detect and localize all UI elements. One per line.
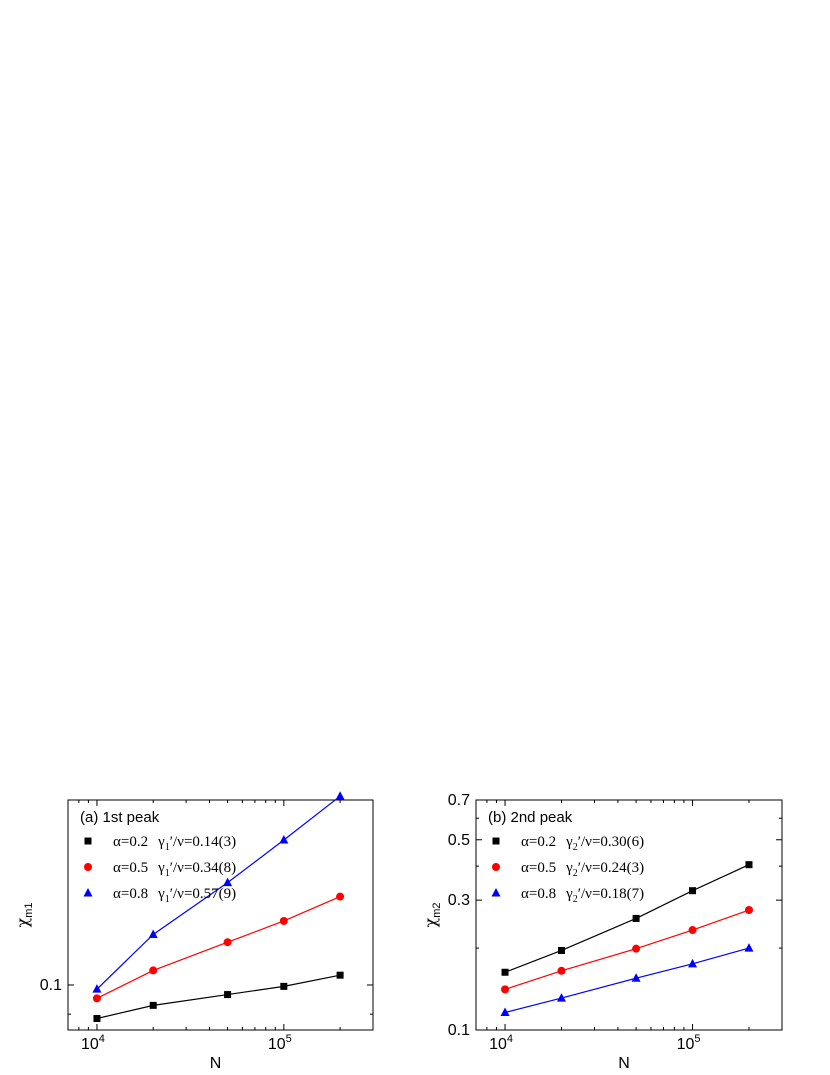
series-0 [93,971,344,1023]
legend-label: α=0.5 γ2′/ν=0.24(3) [521,860,644,879]
legend-marker [491,888,501,897]
data-point [557,946,565,954]
data-point [500,1007,510,1016]
legend-label: α=0.5 γ1′/ν=0.34(8) [113,860,236,879]
x-tick-label: 104 [489,1033,513,1053]
legend-entry: α=0.2 γ2′/ν=0.30(6) [492,834,644,853]
data-point [223,877,233,887]
x-axis-label: N [210,1055,222,1072]
series-0 [501,861,753,976]
y-axis-label: χm1 [13,903,35,928]
data-point [557,966,566,975]
panel-title: (a) 1st peak [80,809,160,826]
data-point [501,968,509,976]
panel-title: (b) 2nd peak [488,809,573,826]
legend-entry: α=0.5 γ1′/ν=0.34(8) [84,860,236,879]
data-point [631,973,641,982]
y-tick-label: 0.3 [448,892,470,909]
series-1 [501,906,753,994]
data-point [280,982,288,990]
legend-label: α=0.8 γ2′/ν=0.18(7) [521,886,644,905]
series-2 [500,943,754,1016]
legend-entry: α=0.8 γ1′/ν=0.57(9) [83,886,236,905]
data-point [689,887,697,895]
legend-marker [492,863,500,871]
data-point [92,984,102,993]
series-1 [92,892,345,1003]
y-tick-label: 0.7 [448,792,470,809]
data-point [223,938,232,947]
data-point [632,944,641,953]
series-2 [92,791,345,993]
data-point [335,791,345,800]
data-point [744,906,753,915]
plot-frame [67,799,374,1031]
series-line [504,864,750,973]
data-point [744,943,754,952]
legend-label: α=0.2 γ1′/ν=0.14(3) [113,834,236,853]
data-point [149,966,158,975]
y-tick-label: 0.1 [448,1022,470,1039]
data-point [632,914,640,922]
legend-label: α=0.8 γ1′/ν=0.57(9) [113,886,236,905]
series-line [96,974,341,1020]
data-point [148,929,158,938]
data-point [279,916,288,925]
legend-entry: α=0.8 γ2′/ν=0.18(7) [491,886,644,905]
data-point [745,861,753,869]
legend-marker [492,837,500,845]
data-point [92,994,101,1003]
data-point [224,991,232,999]
legend-entry: α=0.5 γ2′/ν=0.24(3) [492,860,644,879]
y-tick-label: 0.5 [448,832,470,849]
data-point [279,834,289,844]
x-tick-label: 104 [81,1033,105,1053]
data-point [688,926,697,935]
y-tick-label: 0.1 [40,977,62,994]
data-point [149,1001,157,1009]
legend-marker [83,888,93,897]
legend-marker [84,863,92,871]
legend-label: α=0.2 γ2′/ν=0.30(6) [521,834,644,853]
legend-entry: α=0.2 γ1′/ν=0.14(3) [84,834,236,853]
data-point [688,958,698,968]
x-tick-label: 105 [268,1033,292,1053]
data-point [336,892,345,901]
data-point [556,993,566,1002]
data-point [336,971,344,979]
x-tick-label: 105 [677,1033,701,1053]
data-point [501,985,510,994]
y-axis-label: χm2 [421,903,443,928]
series-line [96,896,341,999]
plot-frame [475,799,783,1031]
data-point [93,1015,101,1023]
legend-marker [84,837,92,845]
x-axis-label: N [618,1055,630,1072]
